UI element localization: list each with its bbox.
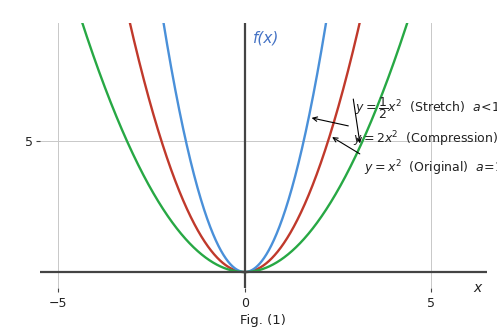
Text: $y = x^2$  (Original)  $a\!=\!1$: $y = x^2$ (Original) $a\!=\!1$ bbox=[364, 158, 497, 178]
Text: f(x): f(x) bbox=[253, 31, 279, 46]
Text: $y = \dfrac{1}{2}x^2$  (Stretch)  $a\!<\!1$: $y = \dfrac{1}{2}x^2$ (Stretch) $a\!<\!1… bbox=[355, 95, 497, 121]
Text: $y = 2x^2$  (Compression)  $a\!>\!1$: $y = 2x^2$ (Compression) $a\!>\!1$ bbox=[353, 129, 497, 149]
Text: Fig. (1): Fig. (1) bbox=[241, 314, 286, 327]
Text: x: x bbox=[473, 281, 482, 295]
